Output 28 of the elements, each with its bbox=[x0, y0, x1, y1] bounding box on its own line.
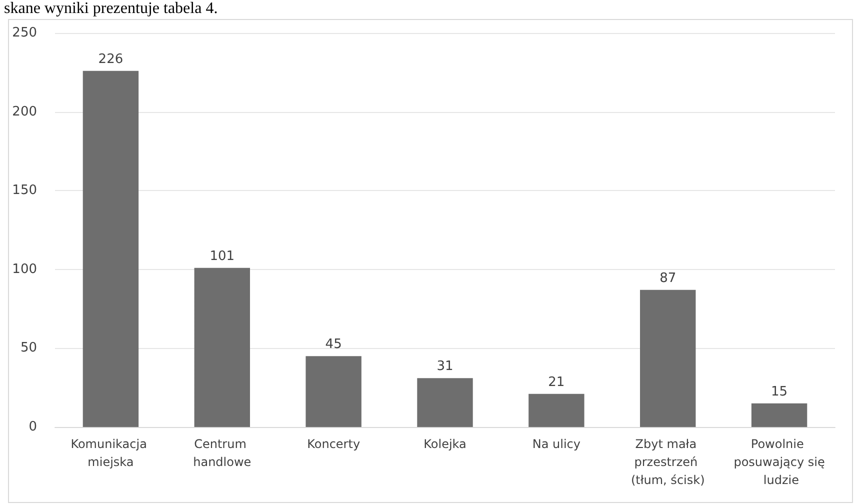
data-label: 15 bbox=[771, 384, 788, 400]
bar bbox=[640, 290, 696, 427]
y-tick-label: 200 bbox=[12, 104, 37, 120]
data-label: 226 bbox=[98, 52, 124, 67]
bar bbox=[82, 70, 139, 427]
bar bbox=[417, 378, 473, 427]
x-tick-label: Powolnie posuwający się ludzie bbox=[734, 437, 825, 487]
data-label: 31 bbox=[436, 359, 454, 374]
data-label: 21 bbox=[548, 374, 565, 390]
x-tick-label: Komunikacja miejska bbox=[70, 437, 151, 469]
data-label: 87 bbox=[660, 270, 676, 286]
data-label: 101 bbox=[210, 248, 235, 264]
data-label: 45 bbox=[325, 337, 342, 352]
bar bbox=[194, 268, 250, 427]
y-tick-label: 100 bbox=[12, 262, 37, 277]
x-tick-label: Centrum handlowe bbox=[193, 437, 252, 469]
y-tick-label: 50 bbox=[20, 340, 37, 356]
y-tick-label: 250 bbox=[12, 26, 37, 40]
x-tick-label: Zbyt mała przestrzeń (tłum, ścisk) bbox=[630, 437, 705, 487]
x-tick-label: Koncerty bbox=[307, 437, 360, 451]
text: skane wyniki prezentuje tabela 4. bbox=[4, 0, 218, 18]
y-tick-label: 0 bbox=[28, 420, 37, 434]
x-tick-label: Na ulicy bbox=[532, 437, 580, 451]
y-tick-label: 150 bbox=[12, 183, 37, 198]
bar bbox=[306, 356, 362, 427]
bar bbox=[528, 394, 584, 427]
x-tick-label: Kolejka bbox=[424, 437, 466, 451]
bar bbox=[751, 403, 808, 427]
